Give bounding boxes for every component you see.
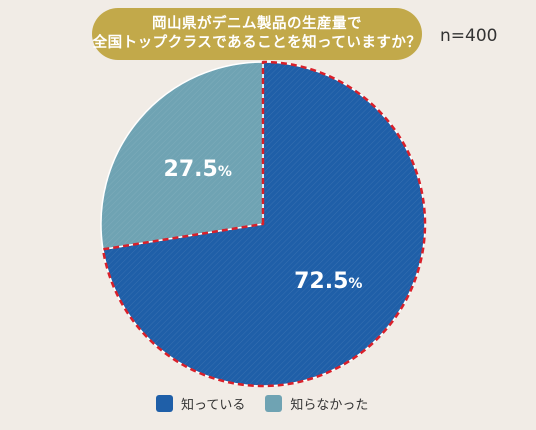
legend-label-unknown: 知らなかった: [290, 398, 369, 413]
chart-title-line-2: 全国トップクラスであることを知っていますか？: [92, 35, 422, 51]
chart-legend: 知っている 知らなかった: [156, 394, 388, 413]
slice-label-known: 72.5%: [294, 269, 362, 294]
legend-item-unknown: 知らなかった: [265, 394, 368, 413]
legend-item-known: 知っている: [156, 394, 245, 413]
chart-title-line-1: 岡山県がデニム製品の生産量で: [152, 16, 362, 32]
chart-title-banner: 岡山県がデニム製品の生産量で 全国トップクラスであることを知っていますか？: [92, 8, 422, 60]
legend-swatch-unknown: [265, 395, 283, 412]
pie-slice-texture-unknown: [100, 62, 263, 250]
highlight-outline: [101, 60, 427, 388]
sample-size-label: n=400: [440, 26, 498, 46]
legend-label-known: 知っている: [181, 398, 246, 413]
slice-label-unknown: 27.5%: [164, 157, 232, 182]
legend-swatch-known: [156, 395, 173, 412]
